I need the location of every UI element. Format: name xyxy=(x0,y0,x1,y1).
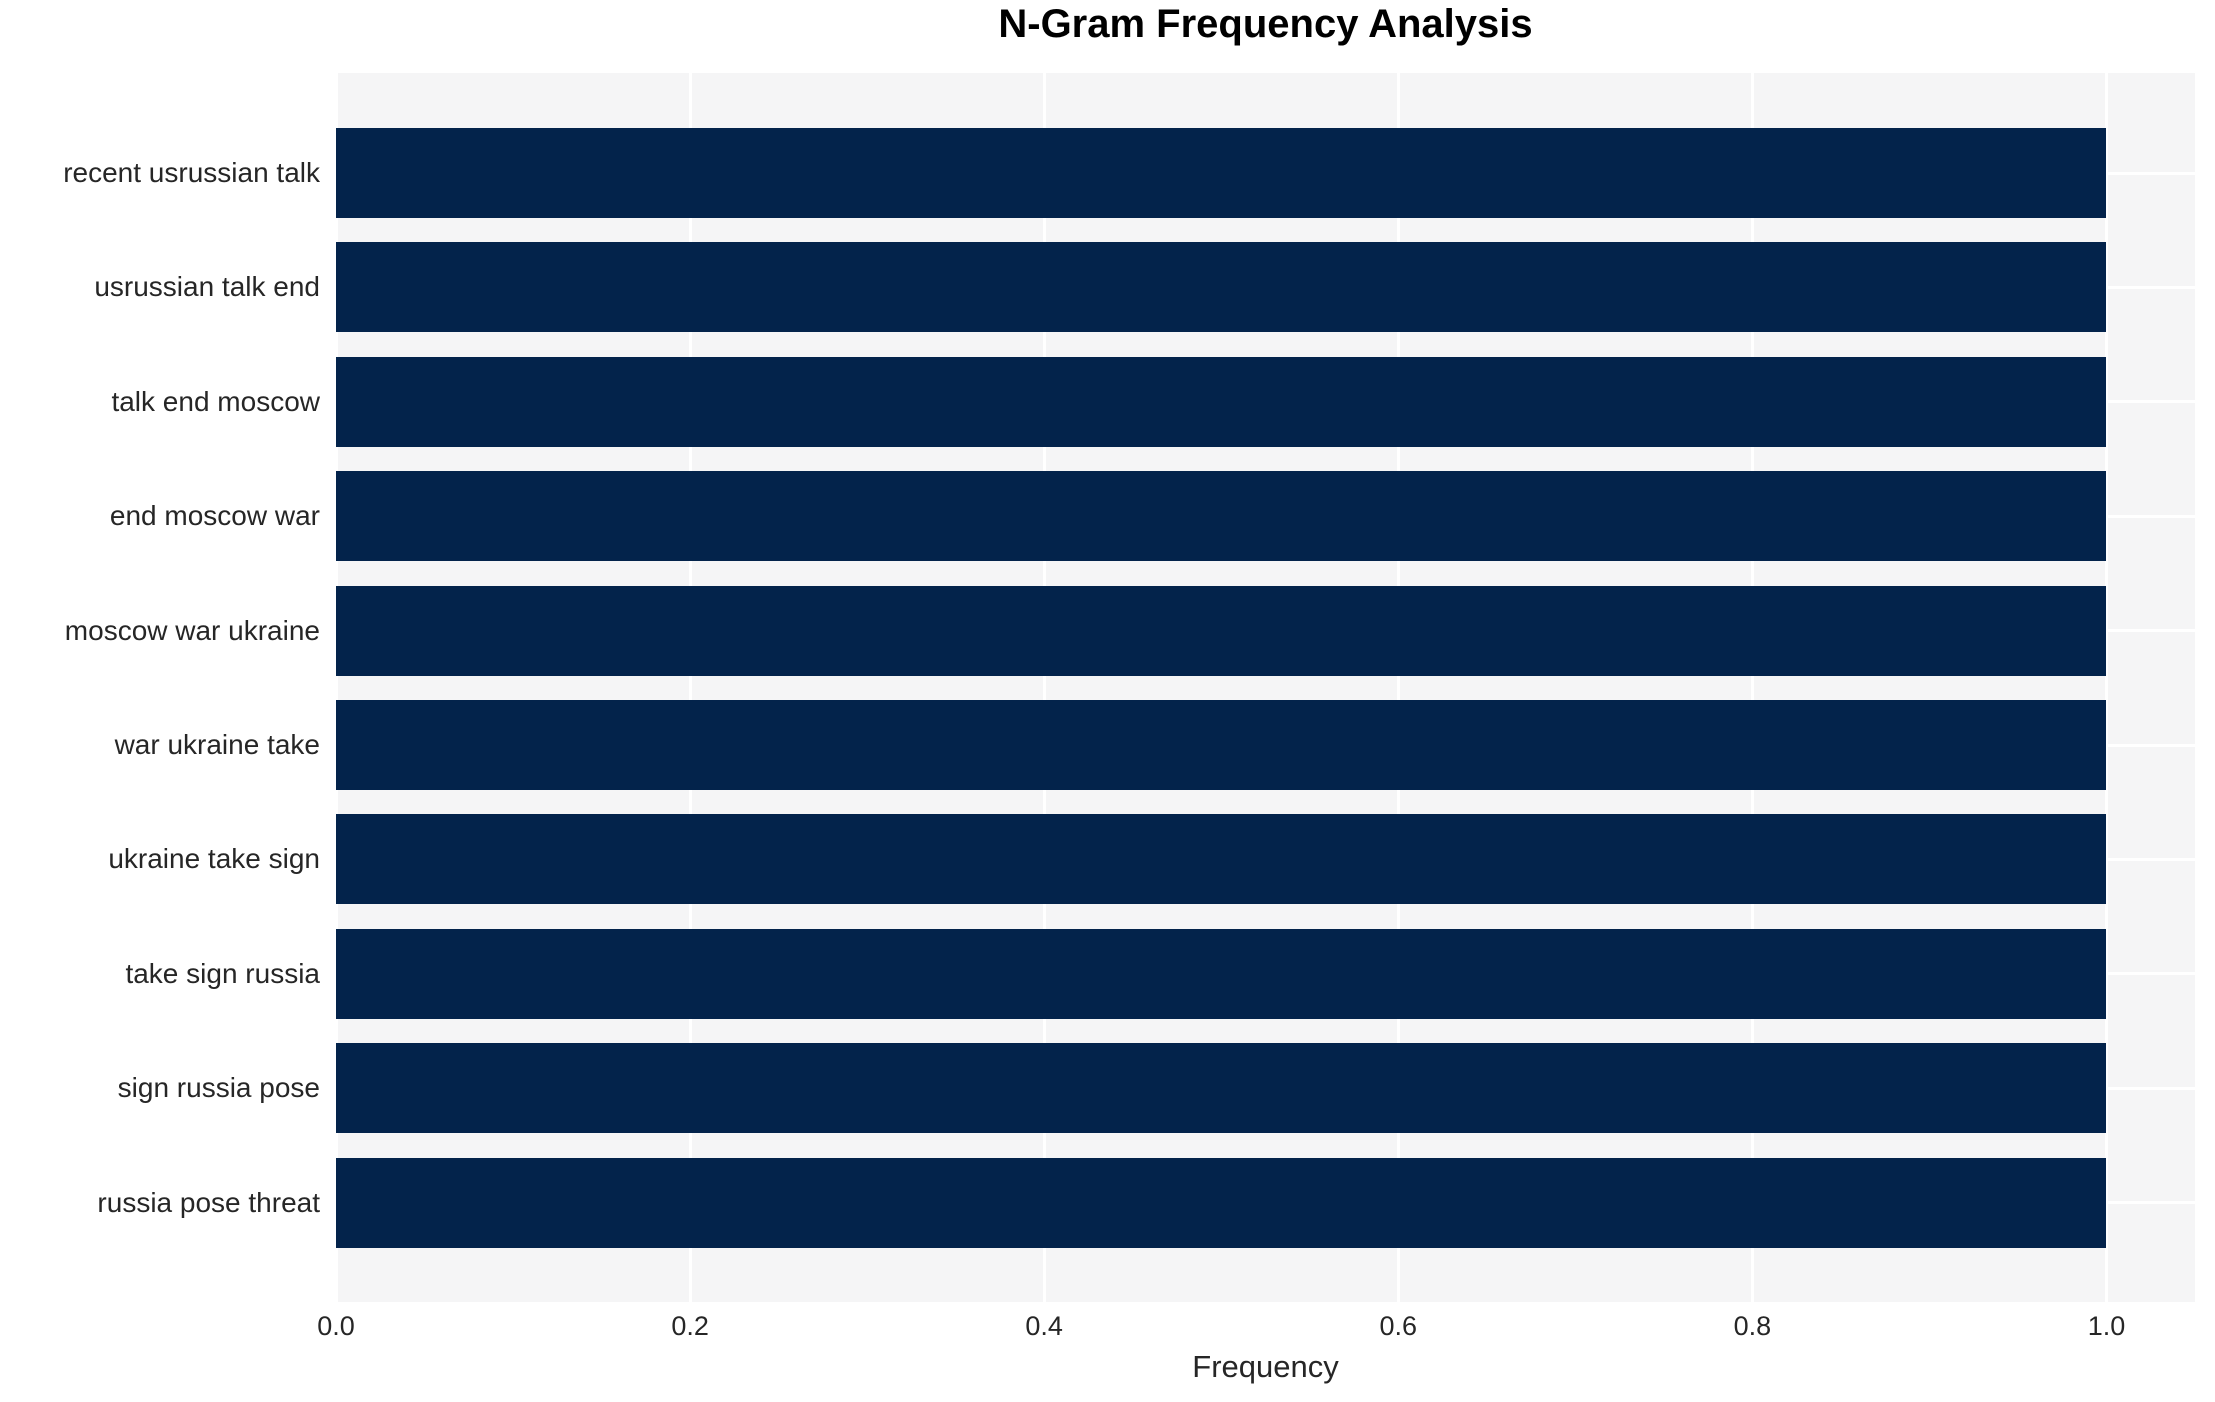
bar-4 xyxy=(336,585,2107,676)
x-tick-label: 0.2 xyxy=(671,1311,709,1341)
y-axis-label: usrussian talk end xyxy=(94,271,320,303)
gridline-v xyxy=(1750,73,1754,1302)
bar-7 xyxy=(336,928,2107,1019)
gridline-v xyxy=(1042,73,1046,1302)
bar-5 xyxy=(336,700,2107,790)
chart-title: N-Gram Frequency Analysis xyxy=(998,2,1533,46)
x-tick-label: 0.8 xyxy=(1733,1311,1772,1341)
gridline-v xyxy=(688,73,692,1302)
plot-area xyxy=(334,73,2195,1302)
bar-1 xyxy=(336,242,2107,333)
gridline-v xyxy=(1396,73,1400,1302)
bar-9 xyxy=(336,1157,2107,1248)
x-axis-label: Frequency xyxy=(1192,1349,1339,1384)
y-axis-label: russia pose threat xyxy=(97,1186,320,1218)
y-axis-label: war ukraine take xyxy=(114,729,320,760)
gridline-v xyxy=(2104,73,2108,1302)
y-axis-label: take sign russia xyxy=(125,957,320,989)
x-tick-label: 1.0 xyxy=(2087,1311,2126,1341)
bar-3 xyxy=(336,471,2107,562)
y-axis-label: recent usrussian talk xyxy=(63,157,320,188)
y-axis-label: sign russia pose xyxy=(117,1072,320,1104)
y-axis-label: moscow war ukraine xyxy=(64,614,320,646)
y-axis-label: talk end moscow xyxy=(111,385,320,417)
y-axis-label: ukraine take sign xyxy=(108,843,320,875)
bar-8 xyxy=(336,1043,2107,1134)
bar-0 xyxy=(336,128,2107,218)
x-tick-label: 0.4 xyxy=(1025,1311,1063,1341)
bar-2 xyxy=(336,356,2107,447)
bar-6 xyxy=(336,814,2107,905)
x-tick-label: 0.0 xyxy=(317,1311,355,1341)
x-tick-label: 0.6 xyxy=(1379,1311,1418,1341)
y-axis-label: end moscow war xyxy=(109,500,320,532)
gridline-v xyxy=(334,73,338,1302)
y-axis: recent usrussian talk usrussian talk end t… xyxy=(0,73,320,1302)
